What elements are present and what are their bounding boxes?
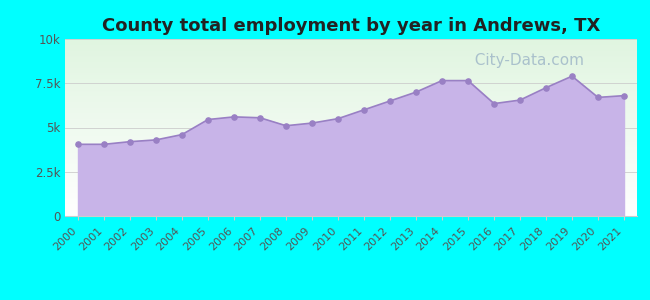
Point <box>307 121 317 125</box>
Point <box>99 142 109 147</box>
Point <box>151 137 161 142</box>
Point <box>619 93 629 98</box>
Title: County total employment by year in Andrews, TX: County total employment by year in Andre… <box>102 17 600 35</box>
Point <box>593 95 603 100</box>
Point <box>437 78 447 83</box>
Text: City-Data.com: City-Data.com <box>465 53 584 68</box>
Point <box>281 123 291 128</box>
Point <box>359 107 369 112</box>
Point <box>541 85 551 90</box>
Point <box>489 101 499 106</box>
Point <box>333 116 343 121</box>
Point <box>463 78 473 83</box>
Point <box>515 98 525 103</box>
Point <box>411 90 421 94</box>
Point <box>385 98 395 103</box>
Point <box>567 74 577 79</box>
Point <box>203 117 213 122</box>
Point <box>73 142 83 147</box>
Point <box>125 139 135 144</box>
Point <box>229 115 239 119</box>
Point <box>177 132 187 137</box>
Point <box>255 116 265 120</box>
